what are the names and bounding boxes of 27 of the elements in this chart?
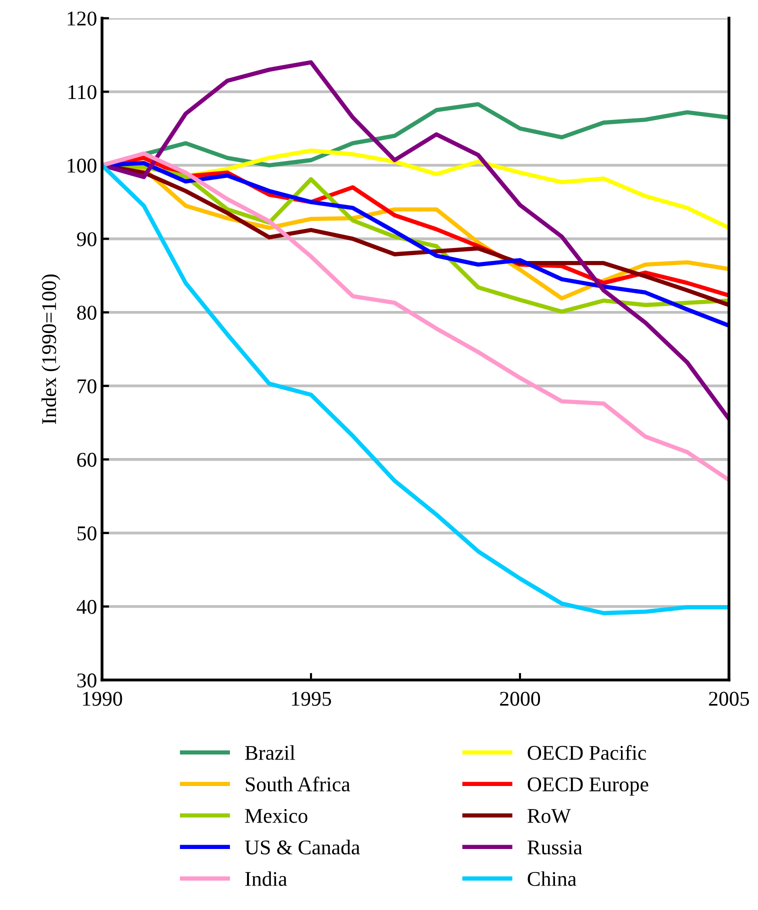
legend-label: Mexico bbox=[245, 808, 308, 823]
y-axis-title: Index (1990=100) bbox=[41, 274, 60, 424]
y-tick-label: 110 bbox=[68, 85, 96, 100]
legend-label: China bbox=[528, 871, 576, 886]
legend-label: South Africa bbox=[246, 776, 350, 792]
y-tick-label: 80 bbox=[77, 306, 96, 320]
y-tick-label: 70 bbox=[78, 379, 96, 394]
legend-label: US & Canada bbox=[244, 840, 360, 854]
x-tick-label: 2000 bbox=[500, 692, 540, 706]
y-tick-label: 60 bbox=[77, 452, 96, 467]
x-tick-label: 1995 bbox=[292, 692, 332, 706]
legend-label: RoW bbox=[528, 809, 571, 824]
x-tick-label: 1990 bbox=[83, 692, 122, 706]
y-tick-label: 100 bbox=[68, 158, 96, 173]
y-tick-label: 50 bbox=[78, 526, 96, 540]
legend-label: OECD Europe bbox=[528, 777, 648, 796]
y-tick-label: 120 bbox=[68, 12, 96, 26]
legend-label: Brazil bbox=[245, 745, 295, 760]
legend-label: India bbox=[245, 871, 288, 886]
x-tick-label: 2005 bbox=[709, 692, 749, 706]
y-tick-label: 30 bbox=[77, 673, 96, 688]
y-tick-label: 90 bbox=[77, 232, 96, 246]
legend-label: Russia bbox=[528, 840, 582, 854]
line-series bbox=[102, 163, 729, 616]
line-series bbox=[102, 151, 729, 482]
y-tick-label: 40 bbox=[76, 600, 96, 614]
legend-label: OECD Pacific bbox=[528, 745, 646, 760]
